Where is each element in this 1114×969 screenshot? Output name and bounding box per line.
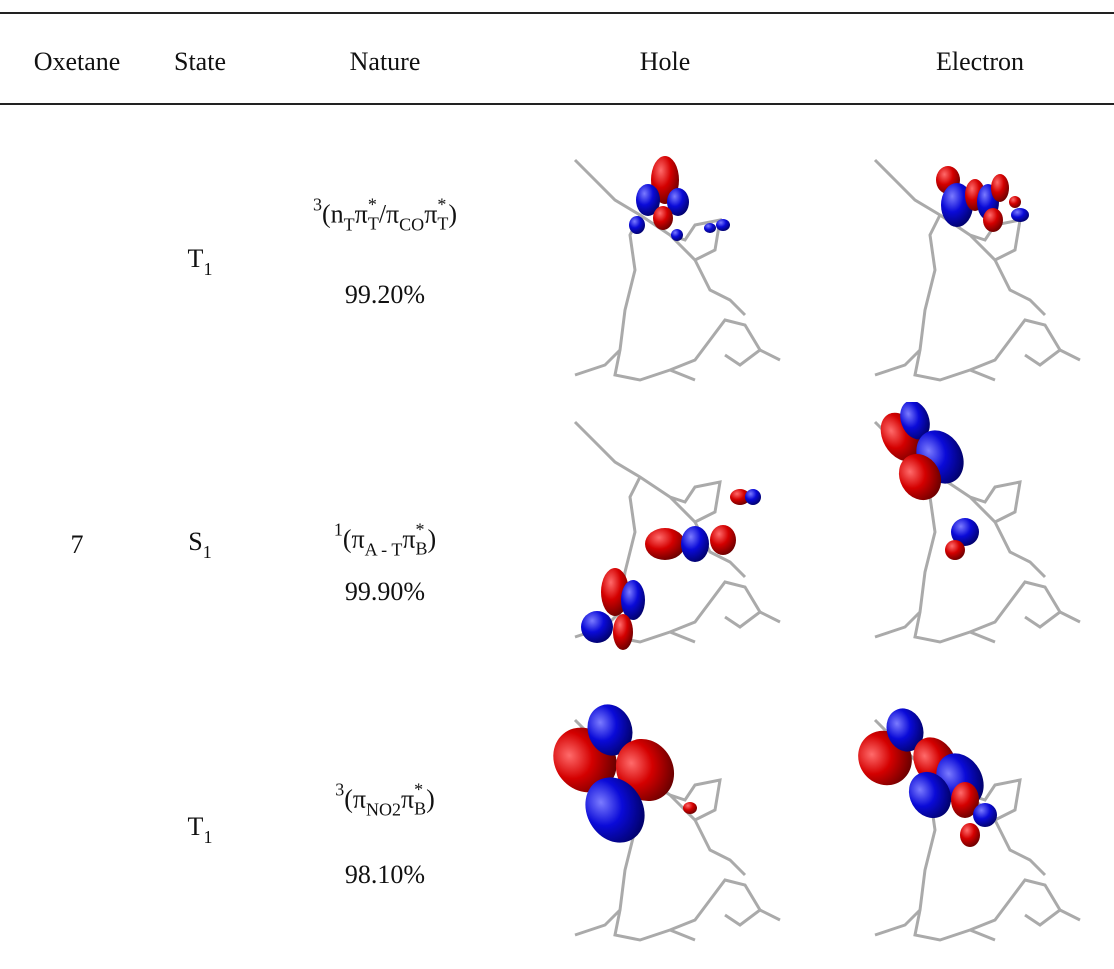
formula-stack: * T bbox=[437, 194, 449, 234]
orbital-lobe bbox=[683, 802, 697, 814]
formula-text: ) bbox=[448, 199, 457, 229]
formula-sup: 3 bbox=[313, 194, 322, 215]
formula-sup: * bbox=[414, 779, 424, 800]
orbital-lobe bbox=[951, 782, 979, 818]
formula-sub: NO2 bbox=[365, 799, 401, 820]
state-index: 1 bbox=[202, 542, 212, 562]
orbital-image bbox=[873, 158, 1081, 382]
formula-sub: CO bbox=[399, 214, 425, 235]
orbital-lobe bbox=[941, 183, 973, 227]
formula-sub: T bbox=[437, 213, 449, 234]
state-symbol: S bbox=[188, 527, 203, 556]
percent: 98.10% bbox=[344, 860, 426, 889]
molecule-skeleton bbox=[873, 420, 1081, 644]
orbital-lobe bbox=[645, 528, 685, 560]
formula-sup: * bbox=[437, 194, 447, 215]
orbital-lobe bbox=[973, 803, 997, 827]
orbital-lobe bbox=[621, 580, 645, 620]
orbital-lobe bbox=[900, 402, 930, 440]
orbital-lobe bbox=[636, 184, 660, 216]
formula-text: /π bbox=[378, 199, 400, 229]
orbital-lobe bbox=[704, 223, 716, 233]
percent: 99.20% bbox=[344, 280, 426, 309]
header-cell: Electron bbox=[935, 47, 1025, 76]
formula-text: π bbox=[400, 784, 415, 814]
orbital-lobe bbox=[960, 823, 980, 847]
orbital-lobe bbox=[945, 540, 965, 560]
header-cell: Oxetane bbox=[33, 47, 121, 76]
state: T1 bbox=[188, 244, 213, 280]
orbital-lobe bbox=[629, 216, 645, 234]
orbital-lobe bbox=[1009, 196, 1021, 208]
orbital-lobe bbox=[730, 489, 750, 505]
percent: 99.90% bbox=[344, 577, 426, 606]
formula-stack: * T bbox=[367, 194, 379, 234]
formula-text: π bbox=[402, 524, 416, 554]
formula-text: (π bbox=[344, 784, 366, 814]
formula-sup: * bbox=[415, 519, 425, 540]
formula-text: ) bbox=[426, 784, 435, 814]
formula-sup: 3 bbox=[335, 779, 345, 800]
orbital-lobe bbox=[667, 188, 689, 216]
orbital-image bbox=[553, 704, 781, 942]
formula-text: π bbox=[354, 199, 368, 229]
orbital-lobe bbox=[1011, 208, 1029, 222]
state-symbol: T bbox=[187, 244, 204, 273]
nature-formula: 3(nTπ * T/πCOπ * T) bbox=[313, 194, 457, 235]
orbital-image bbox=[858, 708, 1081, 942]
header-cell: Nature bbox=[349, 47, 421, 76]
formula-sub: A - T bbox=[364, 539, 403, 560]
formula-sub: B bbox=[414, 798, 427, 819]
orbital-image bbox=[873, 402, 1081, 644]
top-rule bbox=[0, 12, 1114, 14]
orbital-lobe bbox=[613, 614, 633, 650]
orbital-lobe bbox=[886, 708, 924, 752]
formula-stack: * B bbox=[414, 779, 427, 819]
state-index: 1 bbox=[203, 827, 213, 847]
orbital-lobe bbox=[983, 208, 1003, 232]
header-rule bbox=[0, 103, 1114, 105]
state: S1 bbox=[188, 527, 211, 563]
orbital-lobe bbox=[671, 229, 683, 241]
molecule-skeleton bbox=[873, 158, 1081, 382]
formula-sub: T bbox=[343, 214, 355, 235]
orbital-lobe bbox=[991, 174, 1009, 202]
formula-text: (π bbox=[342, 524, 365, 554]
formula-text: (n bbox=[322, 199, 344, 229]
orbital-lobe bbox=[951, 518, 979, 546]
formula-sub: B bbox=[415, 538, 428, 559]
orbital-lobe bbox=[585, 777, 645, 843]
formula-sup: 1 bbox=[333, 519, 343, 540]
formula-text: ) bbox=[427, 524, 437, 554]
formula-sub: T bbox=[367, 213, 379, 234]
state: T1 bbox=[188, 812, 213, 848]
orbital-lobe bbox=[587, 704, 633, 756]
orbital-lobe bbox=[581, 611, 613, 643]
formula-stack: * B bbox=[415, 519, 428, 559]
orbital-image bbox=[573, 420, 781, 650]
orbital-lobe bbox=[681, 526, 709, 562]
oxetane-id: 7 bbox=[70, 530, 84, 559]
state-index: 1 bbox=[203, 259, 213, 279]
orbital-lobe bbox=[745, 489, 761, 505]
molecule-skeleton bbox=[573, 718, 781, 942]
orbital-lobe bbox=[898, 453, 942, 501]
orbital-lobe bbox=[908, 771, 952, 819]
orbital-lobe bbox=[716, 219, 730, 231]
nature-formula: 1(πA - Tπ * B) bbox=[334, 519, 436, 560]
header-cell: Hole bbox=[639, 47, 691, 76]
orbital-lobe bbox=[710, 525, 736, 555]
formula-sup: * bbox=[367, 194, 377, 215]
header-cell: State bbox=[174, 47, 226, 76]
formula-text: π bbox=[424, 199, 438, 229]
orbital-image bbox=[573, 156, 781, 382]
orbital-lobe bbox=[653, 206, 673, 230]
state-symbol: T bbox=[187, 812, 204, 841]
nature-formula: 3(πNO2π * B) bbox=[335, 779, 435, 820]
